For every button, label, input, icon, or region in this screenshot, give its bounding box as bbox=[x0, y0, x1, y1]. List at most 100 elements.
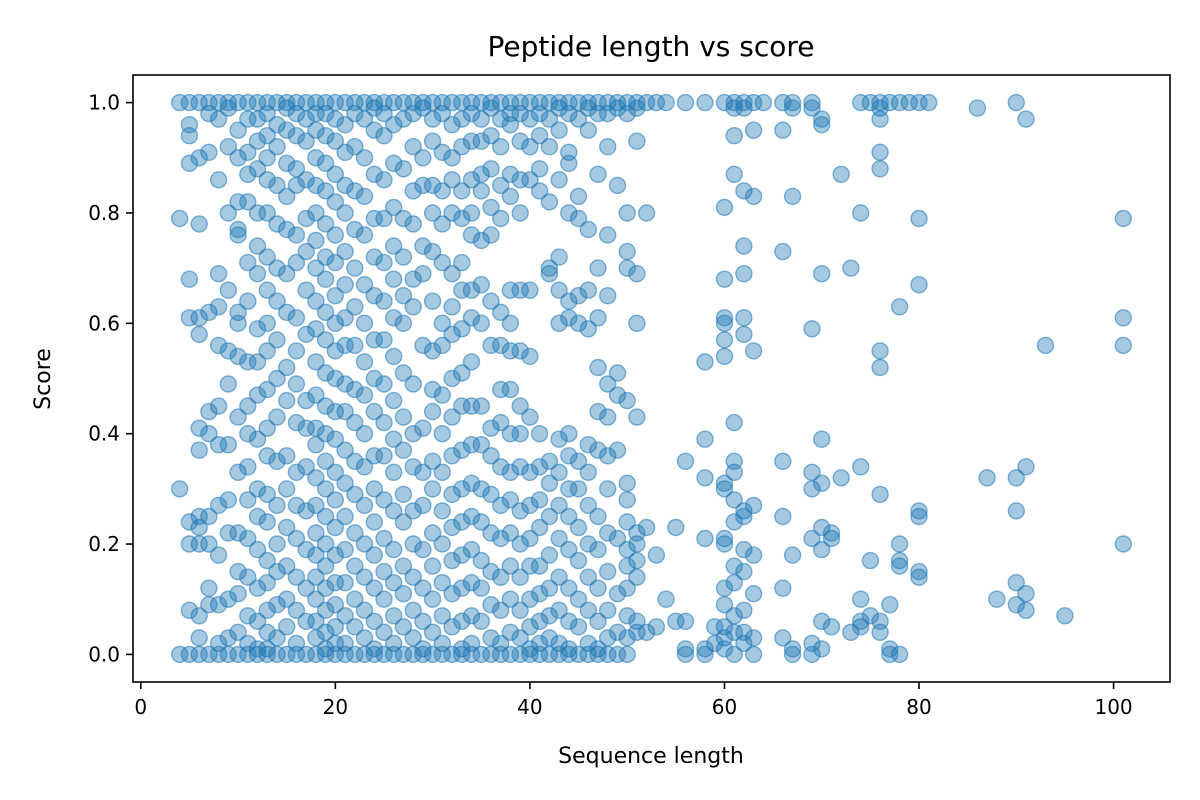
data-point bbox=[287, 126, 306, 145]
data-point bbox=[453, 513, 471, 531]
data-point bbox=[482, 596, 500, 614]
data-point bbox=[404, 215, 422, 233]
data-point bbox=[1114, 309, 1133, 327]
data-point bbox=[297, 132, 315, 150]
data-point bbox=[180, 154, 199, 173]
data-point bbox=[336, 242, 354, 261]
data-point bbox=[735, 601, 753, 619]
data-point bbox=[307, 645, 325, 664]
data-point bbox=[346, 182, 364, 200]
data-point bbox=[180, 93, 199, 112]
data-point bbox=[297, 242, 315, 261]
data-point bbox=[326, 165, 344, 184]
data-point bbox=[501, 380, 520, 399]
data-point bbox=[239, 607, 257, 625]
data-point bbox=[530, 491, 549, 509]
data-point bbox=[200, 143, 218, 162]
x-tick-label: 60 bbox=[712, 695, 737, 719]
data-point bbox=[589, 165, 607, 184]
data-point bbox=[248, 645, 267, 664]
data-point bbox=[219, 375, 238, 393]
data-point bbox=[521, 281, 539, 299]
data-point bbox=[209, 496, 228, 515]
data-point bbox=[394, 557, 413, 575]
data-point bbox=[355, 496, 374, 515]
data-point bbox=[462, 204, 481, 222]
data-point bbox=[560, 480, 578, 498]
data-point bbox=[180, 270, 199, 288]
data-point bbox=[608, 176, 627, 195]
data-point bbox=[482, 485, 500, 504]
data-point bbox=[774, 507, 792, 526]
data-point bbox=[307, 320, 325, 338]
data-point bbox=[229, 623, 247, 641]
data-point bbox=[453, 441, 471, 459]
data-point bbox=[326, 287, 344, 305]
data-point bbox=[453, 182, 471, 200]
data-point bbox=[365, 287, 383, 305]
data-point bbox=[365, 121, 383, 139]
data-point bbox=[433, 386, 451, 404]
data-point bbox=[472, 397, 490, 415]
data-point bbox=[423, 342, 442, 360]
data-point bbox=[521, 347, 539, 366]
data-point bbox=[715, 331, 734, 349]
data-point bbox=[492, 496, 510, 515]
data-point bbox=[492, 568, 510, 586]
data-point bbox=[248, 132, 267, 150]
data-point bbox=[501, 645, 520, 664]
data-point bbox=[744, 629, 763, 647]
data-point bbox=[453, 253, 471, 272]
y-axis-label: Score bbox=[31, 348, 56, 410]
data-point bbox=[307, 204, 325, 222]
data-point bbox=[910, 276, 928, 294]
data-point bbox=[715, 474, 734, 492]
data-point bbox=[618, 204, 636, 222]
data-point bbox=[472, 276, 490, 294]
data-point bbox=[365, 165, 383, 184]
data-point bbox=[813, 110, 831, 128]
data-point bbox=[336, 507, 354, 526]
data-point bbox=[248, 480, 267, 498]
data-point bbox=[501, 115, 520, 134]
data-point bbox=[268, 137, 286, 156]
data-point bbox=[579, 436, 597, 454]
data-point bbox=[822, 529, 841, 548]
data-point bbox=[239, 193, 257, 211]
data-point bbox=[385, 540, 403, 559]
data-point bbox=[715, 309, 734, 327]
x-tick-label: 80 bbox=[906, 695, 931, 719]
data-point bbox=[550, 99, 568, 117]
data-point bbox=[385, 93, 403, 112]
data-point bbox=[492, 645, 510, 664]
data-point bbox=[287, 645, 306, 664]
data-point bbox=[365, 612, 383, 630]
data-point bbox=[365, 546, 383, 564]
data-point bbox=[462, 645, 481, 664]
data-point bbox=[530, 160, 549, 178]
data-point bbox=[842, 623, 860, 641]
data-point bbox=[774, 579, 792, 597]
data-point bbox=[482, 226, 500, 244]
data-point bbox=[394, 248, 413, 266]
data-point bbox=[355, 458, 374, 476]
data-point bbox=[297, 612, 315, 630]
data-point bbox=[287, 104, 306, 123]
data-point bbox=[608, 99, 627, 117]
data-point bbox=[433, 574, 451, 592]
data-point bbox=[910, 502, 928, 520]
data-point bbox=[881, 645, 899, 664]
data-point bbox=[744, 585, 763, 603]
data-point bbox=[394, 364, 413, 382]
data-point bbox=[861, 607, 880, 625]
data-point bbox=[540, 137, 559, 156]
data-point bbox=[628, 551, 646, 570]
data-point bbox=[316, 557, 335, 575]
data-point bbox=[628, 314, 646, 332]
data-point bbox=[258, 380, 276, 399]
data-point bbox=[239, 568, 257, 586]
data-point bbox=[200, 579, 218, 597]
data-point bbox=[307, 176, 325, 195]
data-point bbox=[229, 347, 247, 366]
data-point bbox=[200, 645, 218, 664]
